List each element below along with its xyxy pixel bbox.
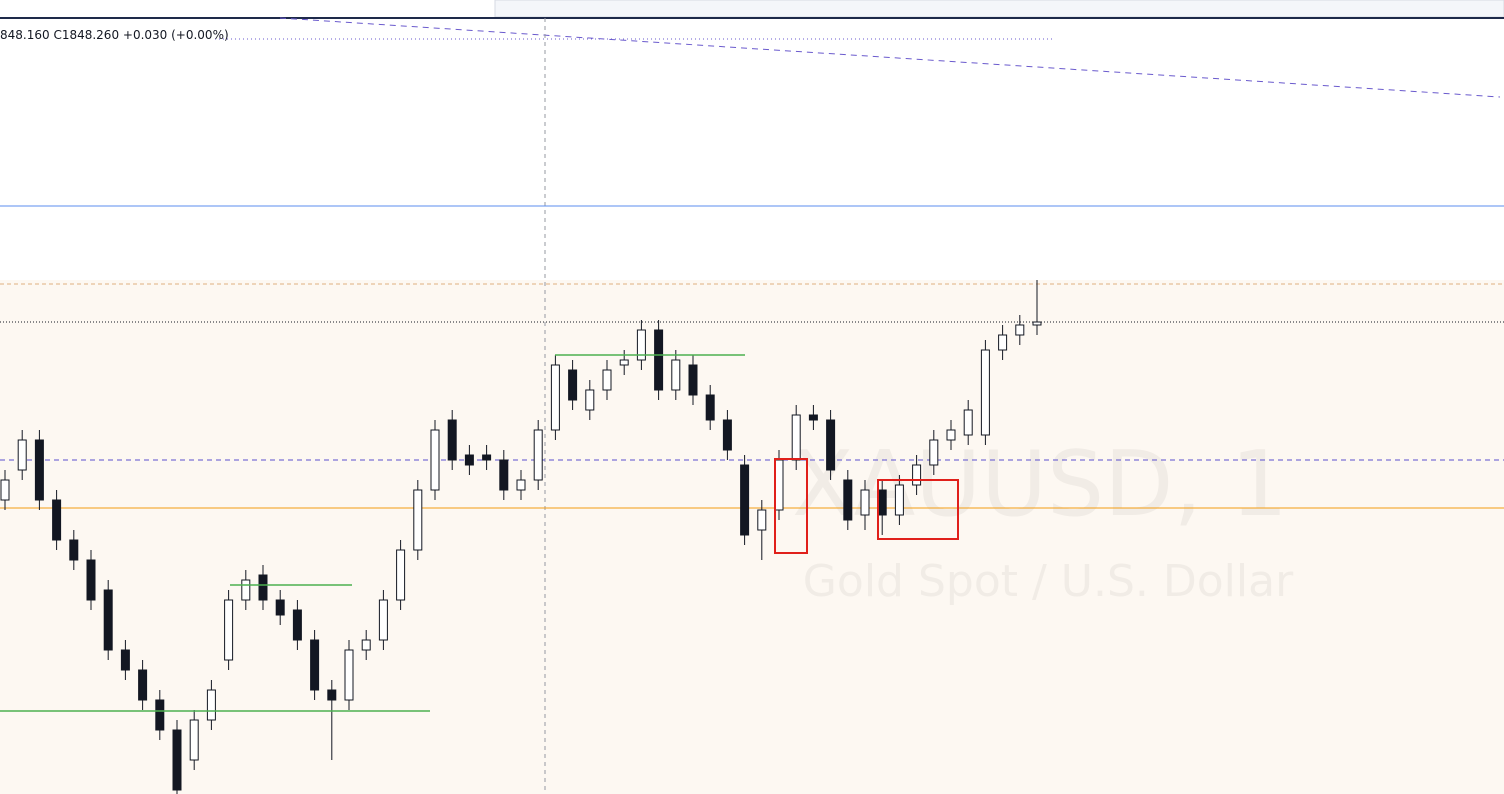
candle-body xyxy=(258,574,268,601)
candle-body xyxy=(516,479,526,491)
candle-body xyxy=(499,459,509,491)
candle-body xyxy=(172,729,182,791)
candle-body xyxy=(688,364,698,396)
candle-body xyxy=(912,464,922,486)
candle-body xyxy=(826,419,836,471)
candle-body xyxy=(275,599,285,616)
trend-line[interactable] xyxy=(279,17,1501,98)
candle-body xyxy=(963,409,973,436)
candle-body xyxy=(327,689,337,701)
candle-body xyxy=(929,439,939,466)
candle-body xyxy=(636,329,646,361)
candle-body xyxy=(464,454,474,466)
ohlc-legend: 848.160 C1848.260 +0.030 (+0.00%) xyxy=(0,28,229,42)
candle-body xyxy=(361,639,371,651)
candle-body xyxy=(998,334,1008,351)
candle-body xyxy=(705,394,715,421)
watermark-symbol: XAUUSD, 1 xyxy=(792,432,1288,537)
candle-body xyxy=(1032,321,1042,326)
candle-body xyxy=(585,389,595,411)
candle-body xyxy=(430,429,440,491)
candle-body xyxy=(138,669,148,701)
candle-body xyxy=(757,509,767,531)
candle-body xyxy=(189,719,199,761)
candle-body xyxy=(206,689,216,721)
candle-body xyxy=(344,649,354,701)
candle-body xyxy=(550,364,560,431)
candle-body xyxy=(447,419,457,461)
candle-body xyxy=(86,559,96,601)
candle-body xyxy=(860,489,870,516)
candle-body xyxy=(155,699,165,731)
candle-body xyxy=(740,464,750,536)
candle-body xyxy=(619,359,629,366)
candle-body xyxy=(808,414,818,421)
candle-body xyxy=(482,454,492,461)
candle-body xyxy=(378,599,388,641)
candle-body xyxy=(980,349,990,436)
candle-body xyxy=(310,639,320,691)
candle-body xyxy=(671,359,681,391)
candle-body xyxy=(413,489,423,551)
highlight-box[interactable] xyxy=(774,458,808,554)
candle-body xyxy=(52,499,62,541)
candle-body xyxy=(34,439,44,501)
candle-body xyxy=(894,484,904,516)
candle-body xyxy=(533,429,543,481)
candle-body xyxy=(224,599,234,661)
candle-body xyxy=(602,369,612,391)
drawing-toolbar[interactable] xyxy=(494,0,1504,18)
candle-body xyxy=(17,439,27,471)
candle-body xyxy=(120,649,130,671)
watermark-name: Gold Spot / U.S. Dollar xyxy=(803,556,1294,607)
candle-body xyxy=(1015,324,1025,336)
levels xyxy=(0,205,1504,509)
candle-body xyxy=(103,589,113,651)
candle-body xyxy=(69,539,79,561)
candle-body xyxy=(0,479,10,501)
candle-body xyxy=(241,579,251,601)
candle-body xyxy=(946,429,956,441)
candle-body xyxy=(568,369,578,401)
candle-body xyxy=(292,609,302,641)
toolbar-border xyxy=(0,17,1504,19)
candles xyxy=(0,280,1042,794)
session-background xyxy=(0,280,1504,794)
candle-body xyxy=(877,489,887,516)
candle-body xyxy=(774,459,784,511)
candle-body xyxy=(396,549,406,601)
candle-body xyxy=(654,329,664,391)
highlight-box[interactable] xyxy=(877,479,959,540)
candle-body xyxy=(843,479,853,521)
candle-body xyxy=(791,414,801,461)
candle-body xyxy=(722,419,732,451)
